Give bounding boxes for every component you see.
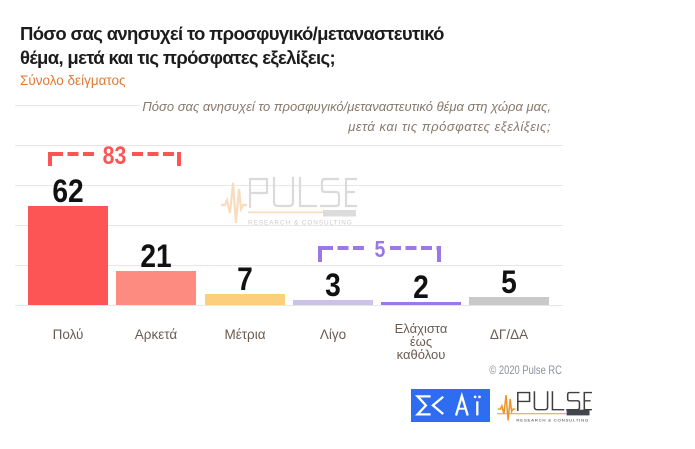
svg-text:RESEARCH & CONSULTING: RESEARCH & CONSULTING (248, 220, 353, 227)
svg-text:RESEARCH & CONSULTING: RESEARCH & CONSULTING (516, 417, 589, 422)
